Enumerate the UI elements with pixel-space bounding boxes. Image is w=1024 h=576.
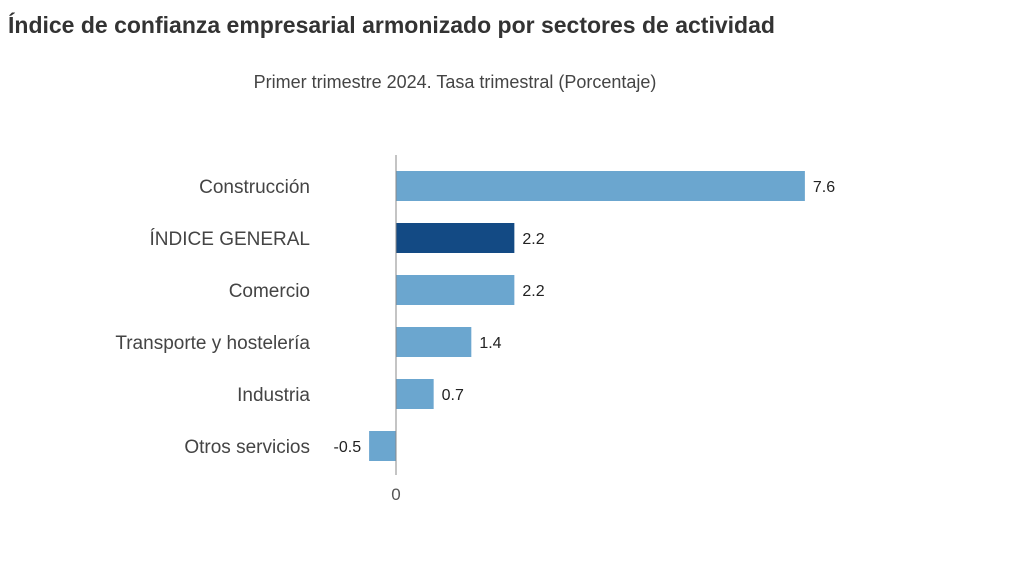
chart-title: Índice de confianza empresarial armoniza… [8, 12, 775, 38]
bar [369, 431, 396, 461]
category-label: ÍNDICE GENERAL [150, 229, 310, 250]
category-label: Industria [237, 385, 310, 406]
data-label: 7.6 [813, 179, 835, 196]
x-tick-label: 0 [391, 485, 400, 504]
category-label: Transporte y hostelería [115, 333, 310, 354]
category-label: Construcción [199, 177, 310, 198]
category-label: Comercio [229, 281, 310, 302]
data-label: 0.7 [442, 387, 464, 404]
bar [396, 379, 434, 409]
chart-subtitle: Primer trimestre 2024. Tasa trimestral (… [253, 72, 657, 92]
bar [396, 275, 515, 305]
bar [396, 327, 472, 357]
data-label: -0.5 [334, 439, 362, 456]
bar [396, 171, 805, 201]
bar [396, 223, 515, 253]
category-label: Otros servicios [184, 437, 310, 458]
data-label: 2.2 [522, 231, 544, 248]
data-label: 1.4 [479, 335, 501, 352]
data-label: 2.2 [522, 283, 544, 300]
